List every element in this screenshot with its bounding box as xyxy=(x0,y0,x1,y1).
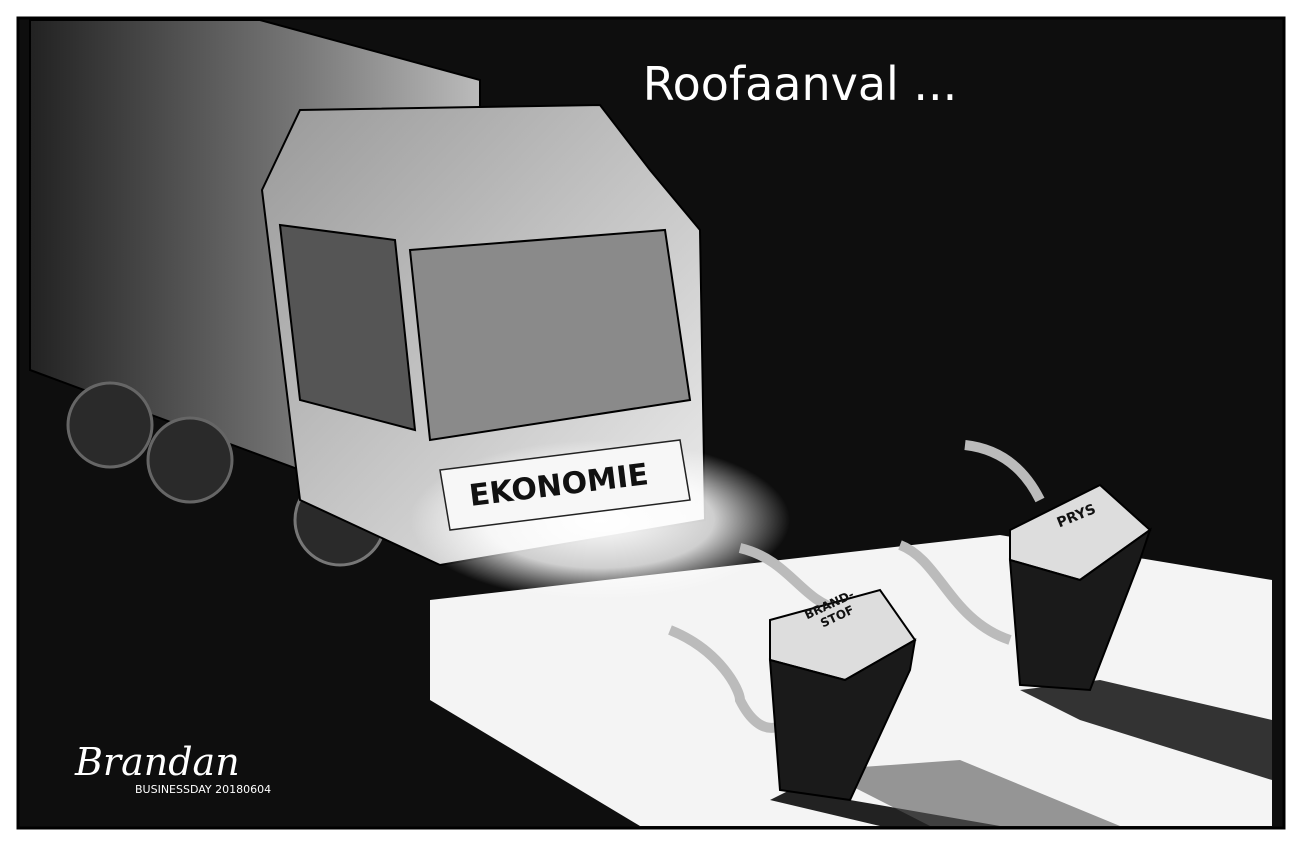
wheel xyxy=(148,418,232,502)
wheel xyxy=(68,383,152,467)
side-window xyxy=(280,225,415,430)
cartoon: EKONOMIE BRAND- STOF PRYS Roofaanval ...… xyxy=(0,0,1302,852)
signature: Brandan xyxy=(74,740,240,784)
caption-title: Roofaanval ... xyxy=(643,57,958,111)
publication: BUSINESSDAY 20180604 xyxy=(135,783,271,796)
page: EKONOMIE BRAND- STOF PRYS Roofaanval ...… xyxy=(0,0,1302,852)
